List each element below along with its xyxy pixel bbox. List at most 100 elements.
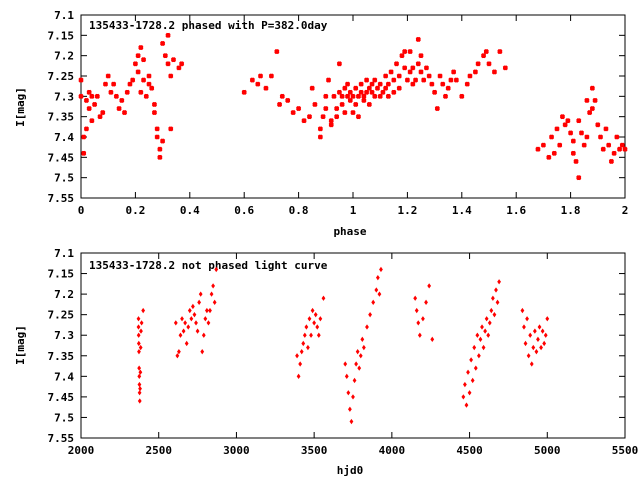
phased-plot-data-point — [81, 134, 87, 140]
unphased-plot-data-point — [375, 275, 380, 281]
unphased-plot-data-point — [469, 357, 474, 363]
unphased-plot-data-point — [139, 328, 143, 334]
phased-plot-data-point — [407, 69, 413, 75]
phased-plot-data-point — [162, 53, 168, 59]
phased-plot-data-point — [325, 77, 332, 83]
unphased-plot-data-point — [414, 307, 419, 314]
unphased-plot-data-point — [343, 361, 348, 367]
unphased-plot-data-point — [301, 340, 306, 347]
phased-plot-data-point — [606, 142, 612, 148]
phased-plot-data-point — [277, 101, 283, 108]
unphased-plot-data-point — [318, 316, 323, 322]
unphased-plot-data-point — [208, 307, 212, 314]
unphased-plot-y-tick-label: 7.5 — [54, 411, 74, 424]
unphased-plot-y-tick-label: 7.1 — [54, 247, 74, 260]
unphased-plot-x-tick-label: 2500 — [145, 444, 172, 457]
unphased-plot-data-point — [198, 291, 203, 297]
phased-plot-data-point — [570, 150, 576, 156]
unphased-plot-data-point — [309, 332, 313, 338]
unphased-plot-data-point — [374, 287, 379, 293]
phased-plot-data-point — [402, 65, 408, 71]
phased-plot-data-point — [350, 110, 356, 116]
phased-plot-data-point — [100, 110, 106, 116]
phased-plot-data-point — [402, 49, 408, 55]
unphased-plot-data-point — [195, 328, 200, 334]
unphased-plot-data-point — [532, 328, 537, 334]
phased-plot-data-point — [383, 73, 389, 79]
unphased-plot-data-point — [344, 373, 349, 379]
phased-plot-data-point — [415, 36, 421, 42]
phased-plot-data-point — [86, 89, 92, 95]
unphased-plot-data-point — [212, 299, 217, 305]
phased-plot-data-point — [306, 114, 313, 120]
phased-plot-data-point — [317, 134, 323, 140]
phased-plot-data-point — [94, 93, 100, 99]
unphased-plot-data-point — [200, 349, 205, 355]
phased-plot-data-point — [345, 81, 351, 87]
phased-plot-data-point — [328, 118, 334, 124]
unphased-plot-data-point — [139, 320, 144, 326]
unphased-plot-data-point — [522, 324, 526, 330]
phased-plot-data-point — [342, 110, 348, 116]
phased-plot-data-point — [121, 110, 128, 116]
unphased-plot-data-point — [473, 365, 478, 371]
unphased-plot-data-point — [192, 312, 197, 318]
phased-plot-data-point — [589, 105, 595, 112]
unphased-plot-data-point — [183, 320, 188, 326]
phased-plot-data-point — [429, 81, 435, 87]
phased-plot-data-point — [383, 85, 389, 91]
phased-plot-data-point — [540, 142, 546, 148]
phased-plot-data-point — [554, 126, 560, 132]
phased-plot-data-point — [165, 32, 171, 38]
phased-plot-data-point — [263, 85, 269, 91]
phased-plot-data-point — [391, 77, 397, 83]
phased-plot-x-tick-label: 0.6 — [234, 204, 254, 217]
phased-plot-data-point — [366, 101, 372, 108]
phased-plot-data-point — [396, 73, 402, 79]
unphased-plot-data-point — [489, 307, 494, 314]
phased-plot-data-point — [135, 69, 141, 75]
unphased-plot-data-point — [137, 349, 141, 355]
phased-plot-data-point — [323, 105, 329, 112]
unphased-plot-data-point — [180, 316, 184, 322]
phased-plot-data-point — [138, 44, 144, 51]
unphased-plot-y-ticks: 7.1 7.15 7.2 7.25 7.3 7.35 7.4 7.45 7.5 7.55 — [48, 247, 625, 445]
phased-plot-data-point — [608, 158, 614, 164]
phased-plot-data-point — [89, 118, 95, 124]
phased-plot-data-point — [342, 85, 348, 91]
phased-plot-data-point — [108, 89, 114, 95]
phased-plot-data-point — [483, 49, 489, 55]
unphased-plot-data-point — [138, 344, 143, 351]
unphased-plot-data-point — [137, 365, 142, 371]
phased-plot-data-point — [467, 73, 473, 79]
phased-plot-data-point — [459, 93, 465, 99]
phased-plot-data-point — [151, 110, 157, 116]
unphased-plot-data-point — [137, 390, 142, 396]
unphased-plot-data-point — [137, 381, 142, 388]
phased-plot-data-point — [141, 57, 147, 63]
phased-plot-data-point — [385, 93, 391, 99]
phased-plot-data-point — [491, 69, 497, 75]
phased-plot-data-point — [393, 61, 400, 67]
phased-plot-y-tick-label: 7.1 — [54, 9, 74, 22]
unphased-plot-data-point — [175, 353, 180, 359]
unphased-plot-data-point — [430, 336, 435, 342]
phased-plot-data-point — [179, 61, 185, 67]
unphased-plot-data-point — [365, 324, 369, 330]
phased-plot-data-point — [432, 89, 438, 95]
phased-plot-x-tick-label: 2 — [622, 204, 629, 217]
phased-plot-data-point — [241, 89, 247, 95]
unphased-plot-data-point — [138, 369, 143, 375]
phased-plot-y-tick-label: 7.3 — [54, 90, 74, 103]
phased-plot-data-point — [97, 114, 103, 120]
phased-plot-data-point — [437, 73, 443, 79]
phased-plot-data-point — [603, 126, 609, 132]
phased-plot-data-point — [86, 105, 92, 112]
phased-plot-data-point — [372, 93, 378, 99]
unphased-plot-data-point — [315, 324, 320, 330]
phased-plot-y-tick-label: 7.4 — [54, 131, 74, 144]
phased-plot-data-point — [102, 81, 109, 87]
unphased-plot-data-point — [492, 312, 497, 318]
phased-plot-y-tick-label: 7.55 — [48, 192, 75, 205]
unphased-plot-data-point — [306, 344, 310, 351]
